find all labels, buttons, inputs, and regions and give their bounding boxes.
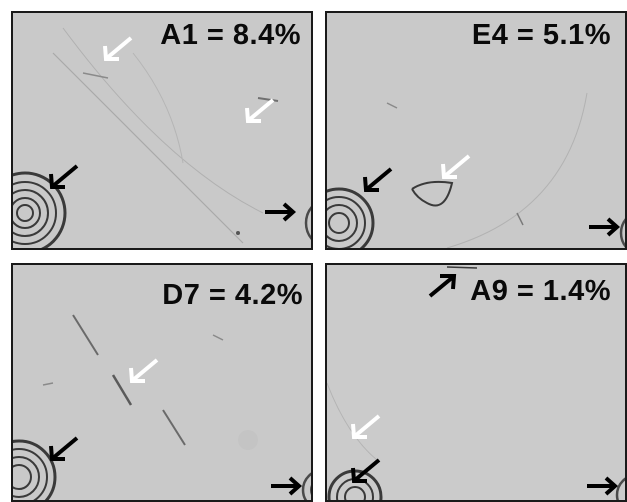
white-arrow-icon bbox=[441, 154, 471, 179]
micrograph-image bbox=[327, 13, 625, 248]
black-arrow-icon bbox=[589, 217, 621, 237]
white-arrow-icon bbox=[351, 414, 381, 439]
micrograph-image bbox=[13, 13, 311, 248]
panel-label: D7 = 4.2% bbox=[162, 279, 303, 311]
black-arrow-icon bbox=[587, 476, 619, 496]
black-arrow-icon bbox=[49, 164, 79, 189]
black-arrow-icon bbox=[363, 167, 393, 192]
black-arrow-icon bbox=[271, 476, 303, 496]
white-arrow-icon bbox=[245, 98, 275, 123]
panel-label: A1 = 8.4% bbox=[160, 19, 301, 51]
black-arrow-icon bbox=[49, 436, 79, 461]
panel-label: A9 = 1.4% bbox=[470, 275, 611, 307]
micrograph-panel-a9: A9 = 1.4% bbox=[325, 263, 627, 502]
black-arrow-icon bbox=[265, 202, 297, 222]
micrograph-panel-e4: E4 = 5.1% bbox=[325, 11, 627, 250]
black-arrow-icon bbox=[351, 458, 381, 483]
black-arrow-icon bbox=[428, 274, 457, 298]
white-arrow-icon bbox=[103, 36, 133, 61]
micrograph-panel-a1: A1 = 8.4% bbox=[11, 11, 313, 250]
micrograph-panel-d7: D7 = 4.2% bbox=[11, 263, 313, 502]
white-arrow-icon bbox=[129, 358, 159, 383]
panel-label: E4 = 5.1% bbox=[471, 19, 611, 51]
